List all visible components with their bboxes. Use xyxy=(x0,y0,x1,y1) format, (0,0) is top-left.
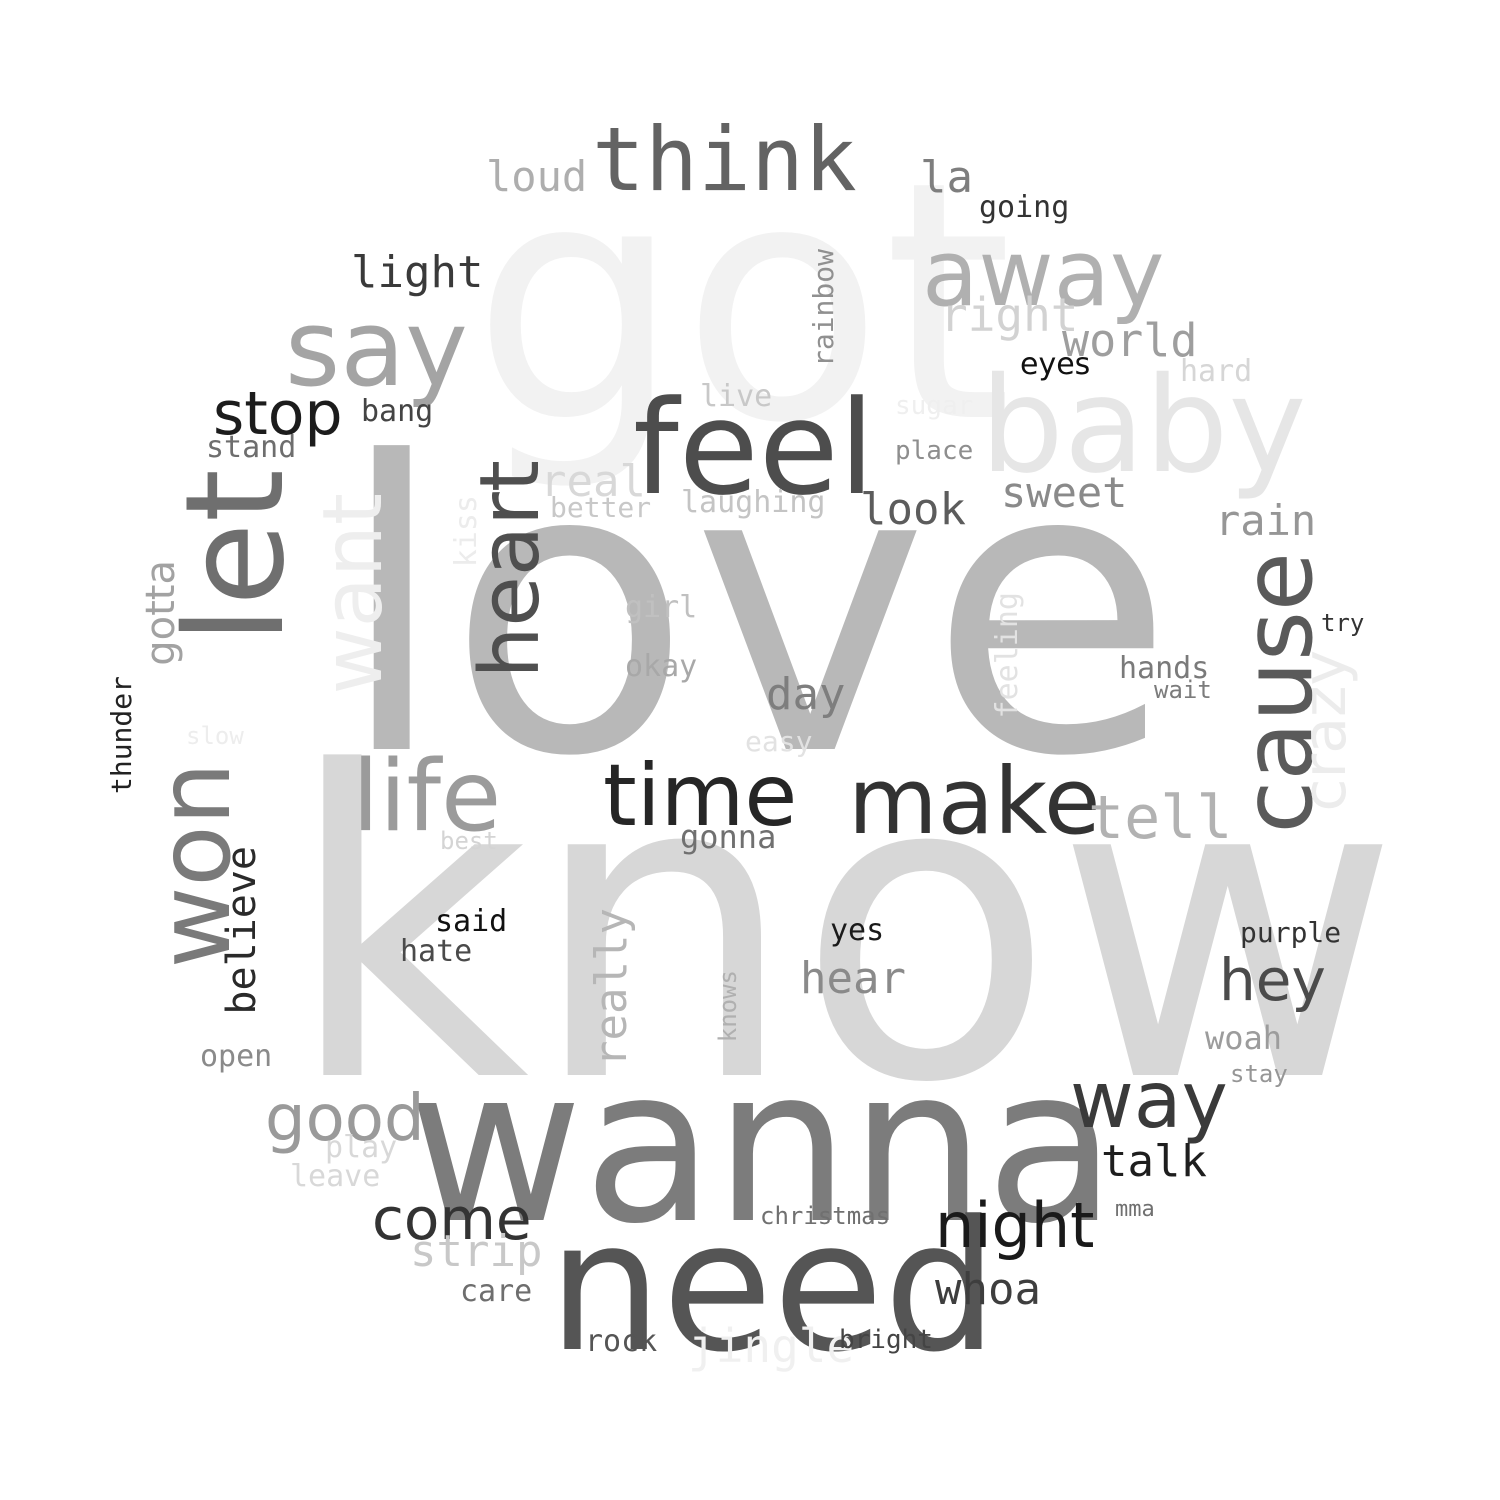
word-crazy: crazy xyxy=(1290,650,1360,812)
word-laughing: laughing xyxy=(681,485,826,520)
word-away: away xyxy=(922,220,1165,327)
word-yes: yes xyxy=(830,913,885,948)
word-baby: baby xyxy=(980,349,1307,503)
word-leave: leave xyxy=(290,1159,381,1194)
word-woah: woah xyxy=(1205,1019,1283,1057)
word-life: life xyxy=(352,740,502,854)
word-loud: loud xyxy=(486,152,588,201)
word-think: think xyxy=(592,108,857,211)
word-slow: slow xyxy=(186,722,244,750)
word-talk: talk xyxy=(1101,1136,1207,1187)
word-know: know xyxy=(285,683,1401,1175)
word-feeling: feeling xyxy=(990,592,1025,719)
word-thunder: thunder xyxy=(105,676,138,795)
word-purple: purple xyxy=(1240,916,1342,949)
word-stay: stay xyxy=(1230,1060,1288,1088)
word-easy: easy xyxy=(745,725,813,758)
word-right: right xyxy=(940,288,1079,342)
word-love: love xyxy=(336,379,1175,844)
word-way: way xyxy=(1070,1056,1228,1146)
word-hands: hands xyxy=(1119,651,1210,686)
word-gotta: gotta xyxy=(138,560,184,666)
word-feel: feel xyxy=(633,372,875,524)
word-sugar: sugar xyxy=(895,391,974,421)
word-good: good xyxy=(265,1082,425,1156)
word-light: light xyxy=(351,247,484,298)
word-mma: mma xyxy=(1115,1197,1155,1222)
word-la: la xyxy=(920,152,973,203)
word-real: real xyxy=(540,456,646,507)
word-going: going xyxy=(979,190,1070,225)
word-sweet: sweet xyxy=(1001,468,1128,517)
word-knows: knows xyxy=(714,970,742,1043)
word-tell: tell xyxy=(1088,783,1233,853)
word-say: say xyxy=(285,287,468,410)
word-care: care xyxy=(460,1274,533,1309)
word-best: best xyxy=(440,827,498,855)
word-day: day xyxy=(766,669,846,720)
word-hate: hate xyxy=(400,934,473,969)
word-wanna: wanna xyxy=(408,1022,1117,1271)
word-want: want xyxy=(306,493,401,695)
word-rainbow: rainbow xyxy=(807,249,840,368)
word-girl: girl xyxy=(625,590,698,625)
word-world: world xyxy=(1062,314,1198,367)
word-rock: rock xyxy=(585,1324,658,1359)
word-live: live xyxy=(700,379,773,414)
word-hear: hear xyxy=(800,953,906,1004)
word-let: let xyxy=(157,469,315,644)
word-wait: wait xyxy=(1154,676,1212,704)
word-time: time xyxy=(603,746,798,846)
word-rain: rain xyxy=(1215,496,1317,545)
word-try: try xyxy=(1321,609,1365,637)
word-jingle: jingle xyxy=(688,1319,855,1373)
word-hard: hard xyxy=(1180,354,1253,389)
word-kiss: kiss xyxy=(449,495,484,568)
word-come: come xyxy=(372,1185,532,1253)
word-look: look xyxy=(860,484,966,535)
word-christmas: christmas xyxy=(760,1202,891,1230)
word-said: said xyxy=(435,904,508,939)
word-make: make xyxy=(848,748,1101,855)
word-open: open xyxy=(200,1039,273,1074)
word-whoa: whoa xyxy=(935,1264,1041,1315)
word-need: need xyxy=(548,1183,998,1392)
word-really: really xyxy=(586,908,637,1067)
word-place: place xyxy=(895,436,974,466)
word-strip: strip xyxy=(410,1226,543,1277)
word-play: play xyxy=(325,1130,398,1165)
word-better: better xyxy=(550,491,652,524)
word-eyes: eyes xyxy=(1020,347,1091,382)
word-hey: hey xyxy=(1219,946,1326,1014)
word-gonna: gonna xyxy=(680,818,777,856)
word-believe: believe xyxy=(219,846,265,1015)
word-night: night xyxy=(935,1189,1095,1262)
word-stand: stand xyxy=(206,430,297,465)
word-okay: okay xyxy=(625,649,698,684)
word-bright: bright xyxy=(839,1325,933,1355)
word-bang: bang xyxy=(361,394,434,429)
word-stop: stop xyxy=(213,379,343,449)
word-got: got xyxy=(472,111,1013,495)
